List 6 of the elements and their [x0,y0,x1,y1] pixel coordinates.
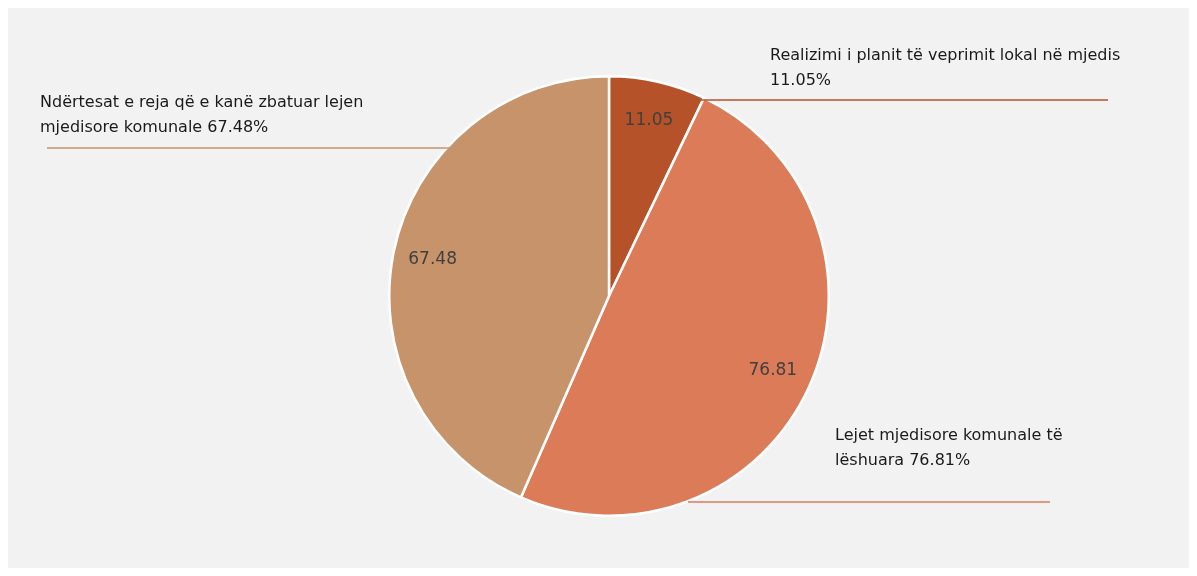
slice-label: Lejet mjedisore komunale të lëshuara 76.81% [835,425,1063,470]
data-label: 11.05 [624,108,674,129]
data-label: 67.48 [408,247,457,268]
data-label: 76.81 [748,359,798,380]
slice-label: Ndërtesat e reja që e kanë zbatuar lejen mjedisore komunale 67.48% [40,92,364,137]
slice-label: Realizimi i planit të veprimit lokal në mjedis 11.05% [770,45,1126,90]
